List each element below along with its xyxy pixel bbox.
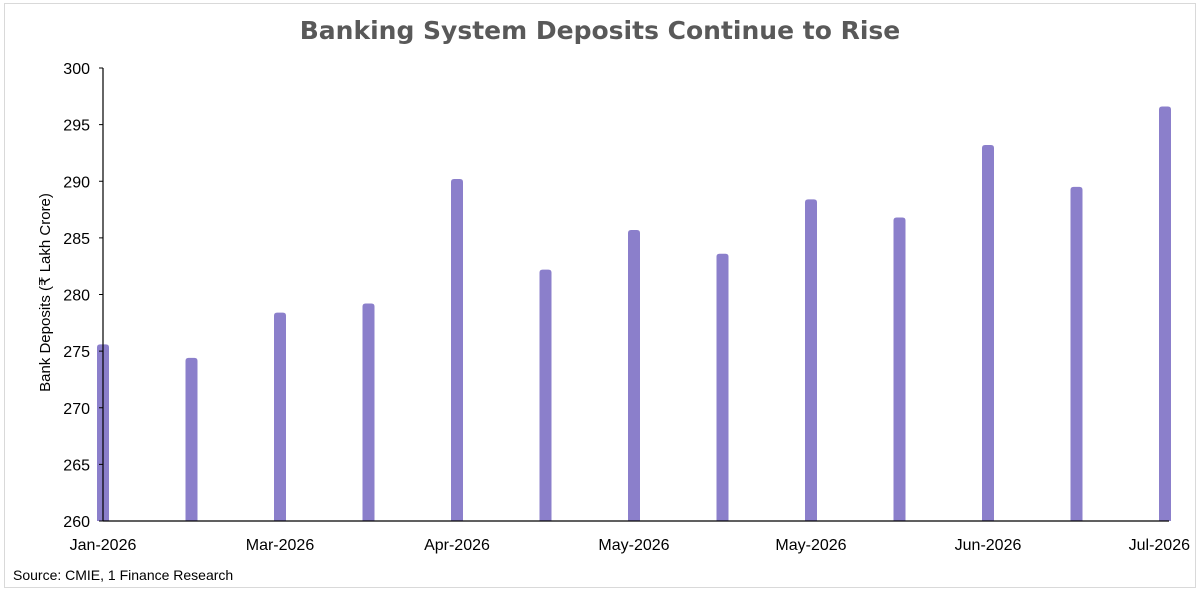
y-tick-label: 285 [63,231,90,248]
source-note: Source: CMIE, 1 Finance Research [13,567,234,583]
x-tick-label: Jun-2026 [955,537,1022,554]
x-tick-label: Apr-2026 [424,537,490,554]
bar [716,253,729,522]
x-tick-label: May-2026 [598,537,669,554]
y-tick-label: 295 [63,118,90,135]
y-tick-label: 290 [63,174,90,191]
y-axis-ticks: 260 265 270 275 280 285 290 295 300 [63,61,103,531]
bar [1070,186,1083,521]
bars-group [97,106,1171,522]
y-tick-label: 280 [63,288,90,305]
x-tick-label: May-2026 [775,537,846,554]
x-tick-label: Mar-2026 [246,537,315,554]
bar [274,312,286,521]
y-tick-label: 275 [63,344,90,361]
x-axis-ticks: Jan-2026 Mar-2026 Apr-2026 May-2026 May-2026… [70,537,1190,554]
bar [539,269,552,521]
y-tick-label: 265 [63,457,90,474]
chart-title: Banking System Deposits Continue to Rise [299,16,901,45]
bar [1159,106,1171,521]
y-axis-label: Bank Deposits (₹ Lakh Crore) [37,193,54,392]
chart-frame [4,3,1196,588]
bar [805,199,817,521]
bar [982,145,994,521]
bar [451,178,463,522]
y-tick-label: 260 [63,514,90,531]
bar [362,303,375,521]
x-tick-label: Jul-2026 [1129,537,1190,554]
bar [185,357,198,521]
y-tick-label: 300 [63,61,90,78]
bar [893,217,906,522]
bar [628,229,640,521]
y-tick-label: 270 [63,401,90,418]
x-tick-label: Jan-2026 [70,537,137,554]
